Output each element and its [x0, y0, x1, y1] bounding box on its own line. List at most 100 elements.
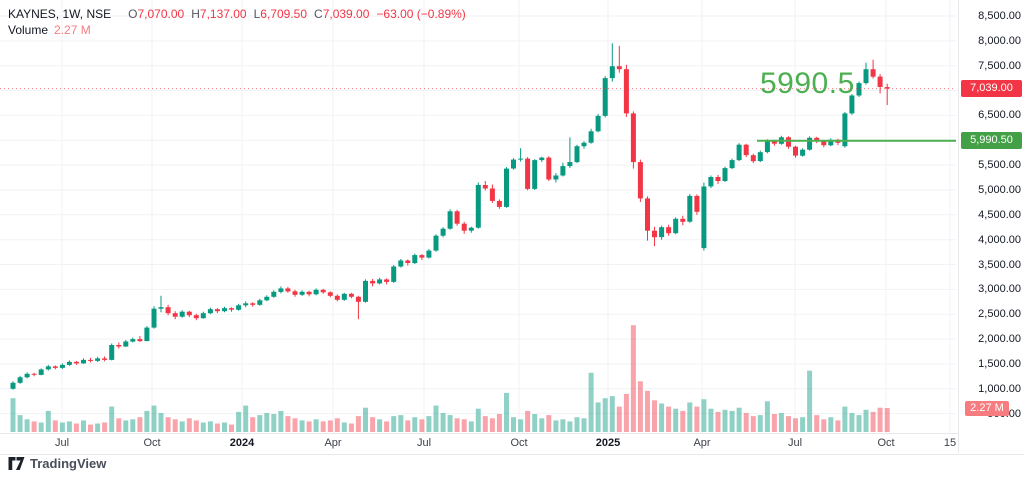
candle-body[interactable] — [870, 69, 876, 77]
candle-body[interactable] — [17, 377, 23, 383]
candle-body[interactable] — [786, 137, 791, 147]
price-axis[interactable]: 8,500.00 8,000.00 7,500.00 6,500.00 5,500.00… — [958, 0, 1024, 453]
candle-body[interactable] — [884, 87, 890, 89]
candle-body[interactable] — [207, 309, 213, 314]
candle-body[interactable] — [165, 307, 171, 314]
candle-body[interactable] — [306, 291, 312, 295]
candle-body[interactable] — [73, 361, 79, 364]
candle-body[interactable] — [532, 160, 538, 189]
candle-body[interactable] — [722, 168, 728, 181]
symbol-title[interactable]: KAYNES, 1W, NSE — [8, 7, 112, 21]
candle-body[interactable] — [856, 83, 862, 96]
candle-body[interactable] — [630, 113, 636, 163]
candle-body[interactable] — [588, 131, 594, 143]
candle-body[interactable] — [355, 296, 361, 302]
candle-body[interactable] — [687, 195, 693, 222]
candle-body[interactable] — [123, 341, 129, 347]
candle-body[interactable] — [750, 155, 756, 162]
candle-body[interactable] — [348, 293, 354, 297]
candle-body[interactable] — [412, 255, 418, 264]
candle-body[interactable] — [38, 369, 44, 375]
candle-body[interactable] — [666, 227, 672, 234]
candle-body[interactable] — [419, 255, 425, 258]
candle-body[interactable] — [95, 358, 101, 361]
candle-body[interactable] — [595, 115, 601, 132]
candle-body[interactable] — [609, 66, 615, 79]
candle-body[interactable] — [334, 295, 340, 300]
candle-body[interactable] — [144, 327, 150, 341]
candle-body[interactable] — [807, 137, 813, 150]
candle-body[interactable] — [320, 289, 326, 293]
candle-body[interactable] — [186, 311, 192, 316]
candle-body[interactable] — [771, 140, 777, 144]
candle-body[interactable] — [151, 308, 157, 328]
candle-body[interactable] — [398, 260, 404, 267]
candle-body[interactable] — [645, 198, 650, 231]
candle-body[interactable] — [440, 228, 446, 236]
candle-body[interactable] — [116, 345, 122, 347]
candle-body[interactable] — [496, 200, 502, 207]
candle-body[interactable] — [264, 296, 270, 301]
candle-body[interactable] — [863, 69, 869, 84]
candle-body[interactable] — [511, 159, 516, 169]
candle-body[interactable] — [24, 373, 30, 378]
candle-body[interactable] — [525, 158, 531, 189]
candle-body[interactable] — [736, 144, 742, 161]
candle-body[interactable] — [179, 311, 185, 317]
candle-body[interactable] — [581, 142, 587, 147]
candle-body[interactable] — [602, 78, 608, 116]
candle-body[interactable] — [489, 188, 495, 201]
candle-body[interactable] — [45, 366, 51, 370]
candle-body[interactable] — [708, 177, 714, 187]
candle-body[interactable] — [680, 218, 686, 222]
candle-body[interactable] — [637, 162, 643, 199]
candle-body[interactable] — [278, 288, 284, 292]
candle-body[interactable] — [715, 177, 721, 181]
candle-body[interactable] — [574, 146, 580, 163]
candle-body[interactable] — [292, 291, 298, 295]
candle-body[interactable] — [59, 364, 65, 368]
candle-body[interactable] — [200, 313, 206, 319]
candle-body[interactable] — [539, 157, 545, 161]
candle-body[interactable] — [757, 152, 763, 162]
candle-body[interactable] — [743, 144, 749, 156]
candle-body[interactable] — [341, 293, 347, 300]
candle-body[interactable] — [193, 315, 199, 319]
candle-body[interactable] — [623, 69, 629, 114]
candle-body[interactable] — [518, 158, 524, 160]
candle-body[interactable] — [461, 223, 467, 231]
candle-body[interactable] — [426, 250, 432, 258]
candle-body[interactable] — [285, 288, 291, 292]
candle-body[interactable] — [31, 373, 37, 375]
candle-body[interactable] — [81, 359, 86, 364]
tradingview-logo[interactable]: TradingView — [8, 456, 106, 471]
candle-body[interactable] — [137, 339, 143, 342]
candle-body[interactable] — [257, 300, 263, 305]
candle-body[interactable] — [800, 149, 806, 156]
candle-body[interactable] — [877, 76, 883, 87]
candle-body[interactable] — [504, 168, 509, 207]
volume-label[interactable]: Volume — [8, 23, 49, 37]
hline-annotation-text[interactable]: 5990.5 — [760, 67, 855, 100]
candle-body[interactable] — [828, 139, 834, 146]
candle-body[interactable] — [405, 260, 411, 264]
candle-body[interactable] — [327, 292, 333, 296]
candle-body[interactable] — [701, 186, 707, 249]
candle-body[interactable] — [377, 279, 383, 284]
candle-body[interactable] — [567, 162, 573, 167]
candle-body[interactable] — [102, 358, 108, 360]
candle-body[interactable] — [652, 230, 657, 238]
candle-body[interactable] — [821, 141, 827, 146]
candle-body[interactable] — [482, 185, 488, 189]
candle-body[interactable] — [222, 308, 227, 312]
candle-body[interactable] — [370, 280, 376, 284]
candle-body[interactable] — [313, 289, 319, 295]
candle-body[interactable] — [468, 227, 474, 231]
candle-body[interactable] — [10, 382, 16, 389]
time-axis[interactable]: Jul Oct 2024 Apr Jul Oct 2025 Apr Jul Oct 15 — [0, 433, 1024, 455]
candle-body[interactable] — [694, 195, 700, 212]
candle-body[interactable] — [109, 345, 115, 360]
candle-body[interactable] — [384, 279, 390, 282]
candle-body[interactable] — [214, 309, 220, 312]
candle-body[interactable] — [236, 305, 242, 310]
